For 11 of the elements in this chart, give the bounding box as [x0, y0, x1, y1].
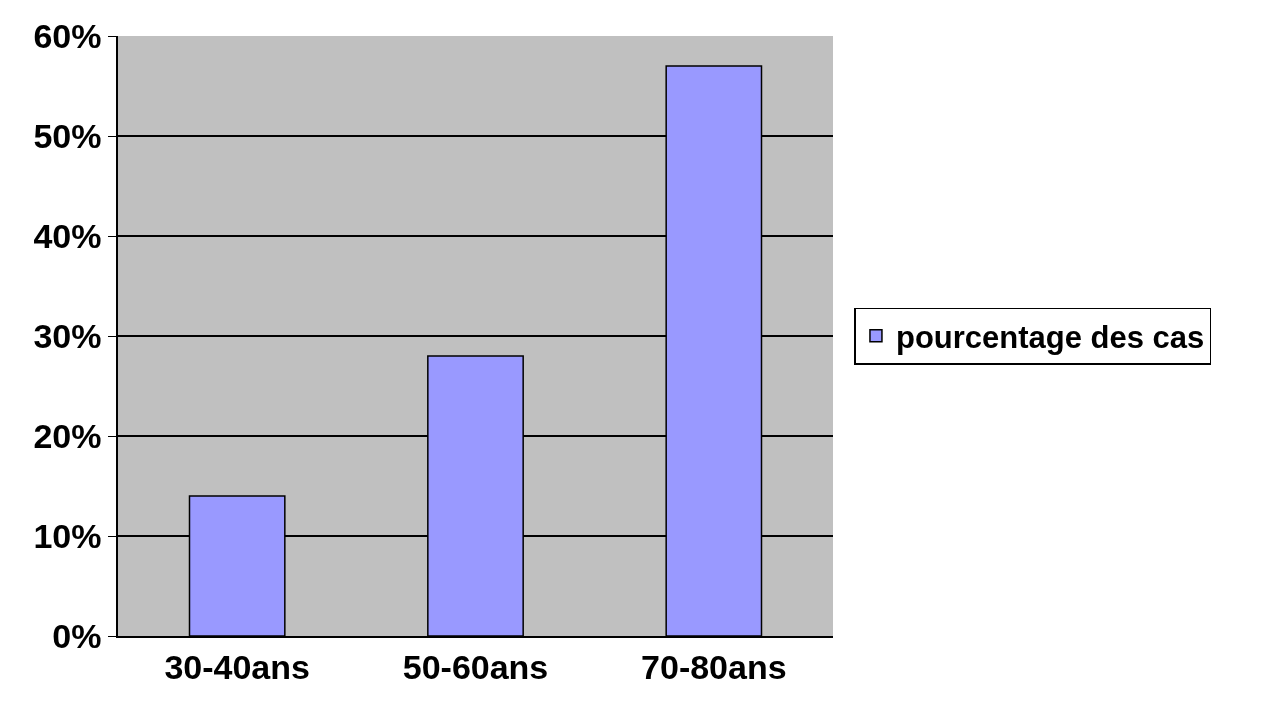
- x-tick-label: 50-60ans: [402, 647, 549, 686]
- y-tick-label: 20%: [33, 416, 102, 455]
- y-tick-label: 10%: [33, 516, 102, 555]
- legend-label: pourcentage des cas: [895, 319, 1205, 355]
- x-tick-label: 70-80ans: [641, 647, 787, 686]
- y-tick-label: 50%: [33, 116, 102, 155]
- y-tick-label: 30%: [33, 316, 102, 355]
- y-tick-label: 60%: [33, 16, 102, 55]
- x-tick-label: 30-40ans: [164, 647, 310, 686]
- y-tick-label: 0%: [52, 616, 102, 655]
- y-tick-label: 40%: [33, 216, 102, 255]
